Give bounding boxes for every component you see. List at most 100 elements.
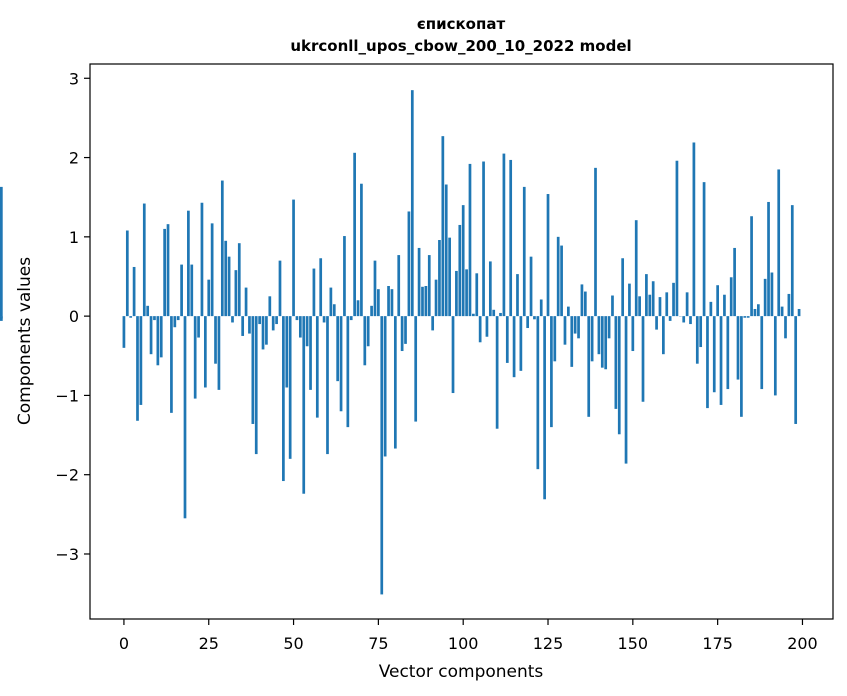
- bar-66: [346, 316, 350, 428]
- bar-125: [546, 194, 550, 317]
- bar-139: [594, 167, 597, 317]
- bar-102: [468, 163, 472, 317]
- bar-105: [478, 316, 482, 343]
- bar-148: [624, 316, 628, 464]
- bar-35: [241, 316, 245, 336]
- bar-80: [393, 316, 397, 449]
- bar-44: [271, 316, 275, 331]
- bar-114: [509, 159, 513, 317]
- bar-127: [553, 316, 557, 362]
- bar-191: [770, 272, 774, 317]
- bar-202: [0, 316, 3, 321]
- bar-177: [723, 294, 726, 317]
- bar-165: [682, 316, 686, 323]
- bar-150: [631, 316, 635, 352]
- bar-94: [441, 136, 445, 317]
- bar-135: [580, 284, 584, 317]
- bar-184: [746, 316, 750, 318]
- bar-37: [248, 316, 251, 334]
- y-tick-label--3: −3: [55, 545, 79, 564]
- bar-180: [733, 247, 736, 317]
- bar-173: [709, 301, 713, 317]
- bar-20: [190, 264, 194, 317]
- bar-130: [563, 316, 567, 345]
- bar-143: [607, 316, 611, 339]
- bar-160: [665, 292, 669, 317]
- bar-179: [729, 277, 733, 317]
- bar-42: [265, 316, 268, 345]
- bars-group: [0, 90, 801, 595]
- bar-11: [159, 316, 163, 358]
- bar-190: [767, 201, 770, 317]
- bar-144: [611, 295, 614, 317]
- bar-6: [142, 203, 146, 317]
- bar-8: [149, 316, 153, 355]
- bar-3: [132, 266, 136, 317]
- bar-119: [526, 316, 530, 329]
- bar-95: [444, 184, 448, 317]
- bar-120: [529, 256, 533, 317]
- y-tick-label--1: −1: [55, 386, 79, 405]
- y-tick-label-2: 2: [69, 149, 79, 168]
- bar-116: [516, 274, 519, 317]
- bar-49: [288, 316, 292, 459]
- bar-142: [604, 316, 608, 370]
- bar-168: [692, 142, 696, 317]
- bar-18: [183, 316, 187, 519]
- bar-133: [573, 316, 577, 334]
- y-tick-label-3: 3: [69, 69, 79, 88]
- bar-5: [139, 316, 143, 405]
- bar-175: [716, 285, 719, 317]
- bar-29: [220, 180, 224, 317]
- x-axis-label: Vector components: [379, 662, 544, 682]
- bar-76: [380, 316, 384, 595]
- bar-188: [760, 316, 764, 390]
- bar-199: [797, 308, 801, 317]
- bar-7: [146, 305, 150, 317]
- bar-92: [434, 279, 438, 317]
- x-tick-label-25: 25: [199, 634, 219, 653]
- bar-27: [214, 316, 217, 364]
- bar-152: [638, 296, 641, 317]
- bar-75: [377, 289, 380, 317]
- bar-193: [777, 169, 781, 317]
- bar-57: [315, 316, 319, 418]
- y-axis-ticks: 3 2 1 0 −1 −2 −3: [55, 69, 90, 564]
- bar-178: [726, 316, 730, 390]
- bar-24: [203, 316, 207, 388]
- bar-30: [224, 240, 228, 317]
- bar-71: [363, 316, 367, 366]
- bar-93: [438, 240, 441, 317]
- bar-73: [370, 305, 373, 317]
- bar-17: [180, 264, 183, 317]
- bar-1: [125, 230, 129, 317]
- bar-15: [173, 316, 177, 328]
- bar-183: [743, 316, 747, 318]
- bar-195: [784, 316, 787, 339]
- bar-53: [302, 316, 306, 494]
- bar-126: [550, 316, 553, 428]
- bar-137: [587, 316, 591, 417]
- bar-141: [600, 316, 604, 368]
- bar-107: [485, 316, 489, 337]
- y-axis-label: Components values: [15, 257, 35, 425]
- bar-0: [122, 316, 126, 348]
- bar-132: [570, 316, 574, 367]
- bar-25: [207, 279, 211, 317]
- bar-96: [448, 237, 451, 317]
- bar-69: [356, 300, 360, 317]
- bar-22: [197, 316, 200, 338]
- bar-106: [482, 161, 485, 317]
- bar-64: [339, 316, 343, 412]
- bar-21: [193, 316, 197, 399]
- bar-59: [322, 316, 326, 323]
- bar-149: [628, 283, 631, 317]
- bar-166: [685, 292, 689, 317]
- bar-72: [366, 316, 370, 347]
- bar-112: [502, 153, 506, 317]
- bar-174: [712, 316, 716, 393]
- bar-33: [234, 270, 238, 317]
- bar-88: [421, 286, 424, 317]
- bar-58: [319, 258, 323, 317]
- bar-147: [621, 258, 625, 317]
